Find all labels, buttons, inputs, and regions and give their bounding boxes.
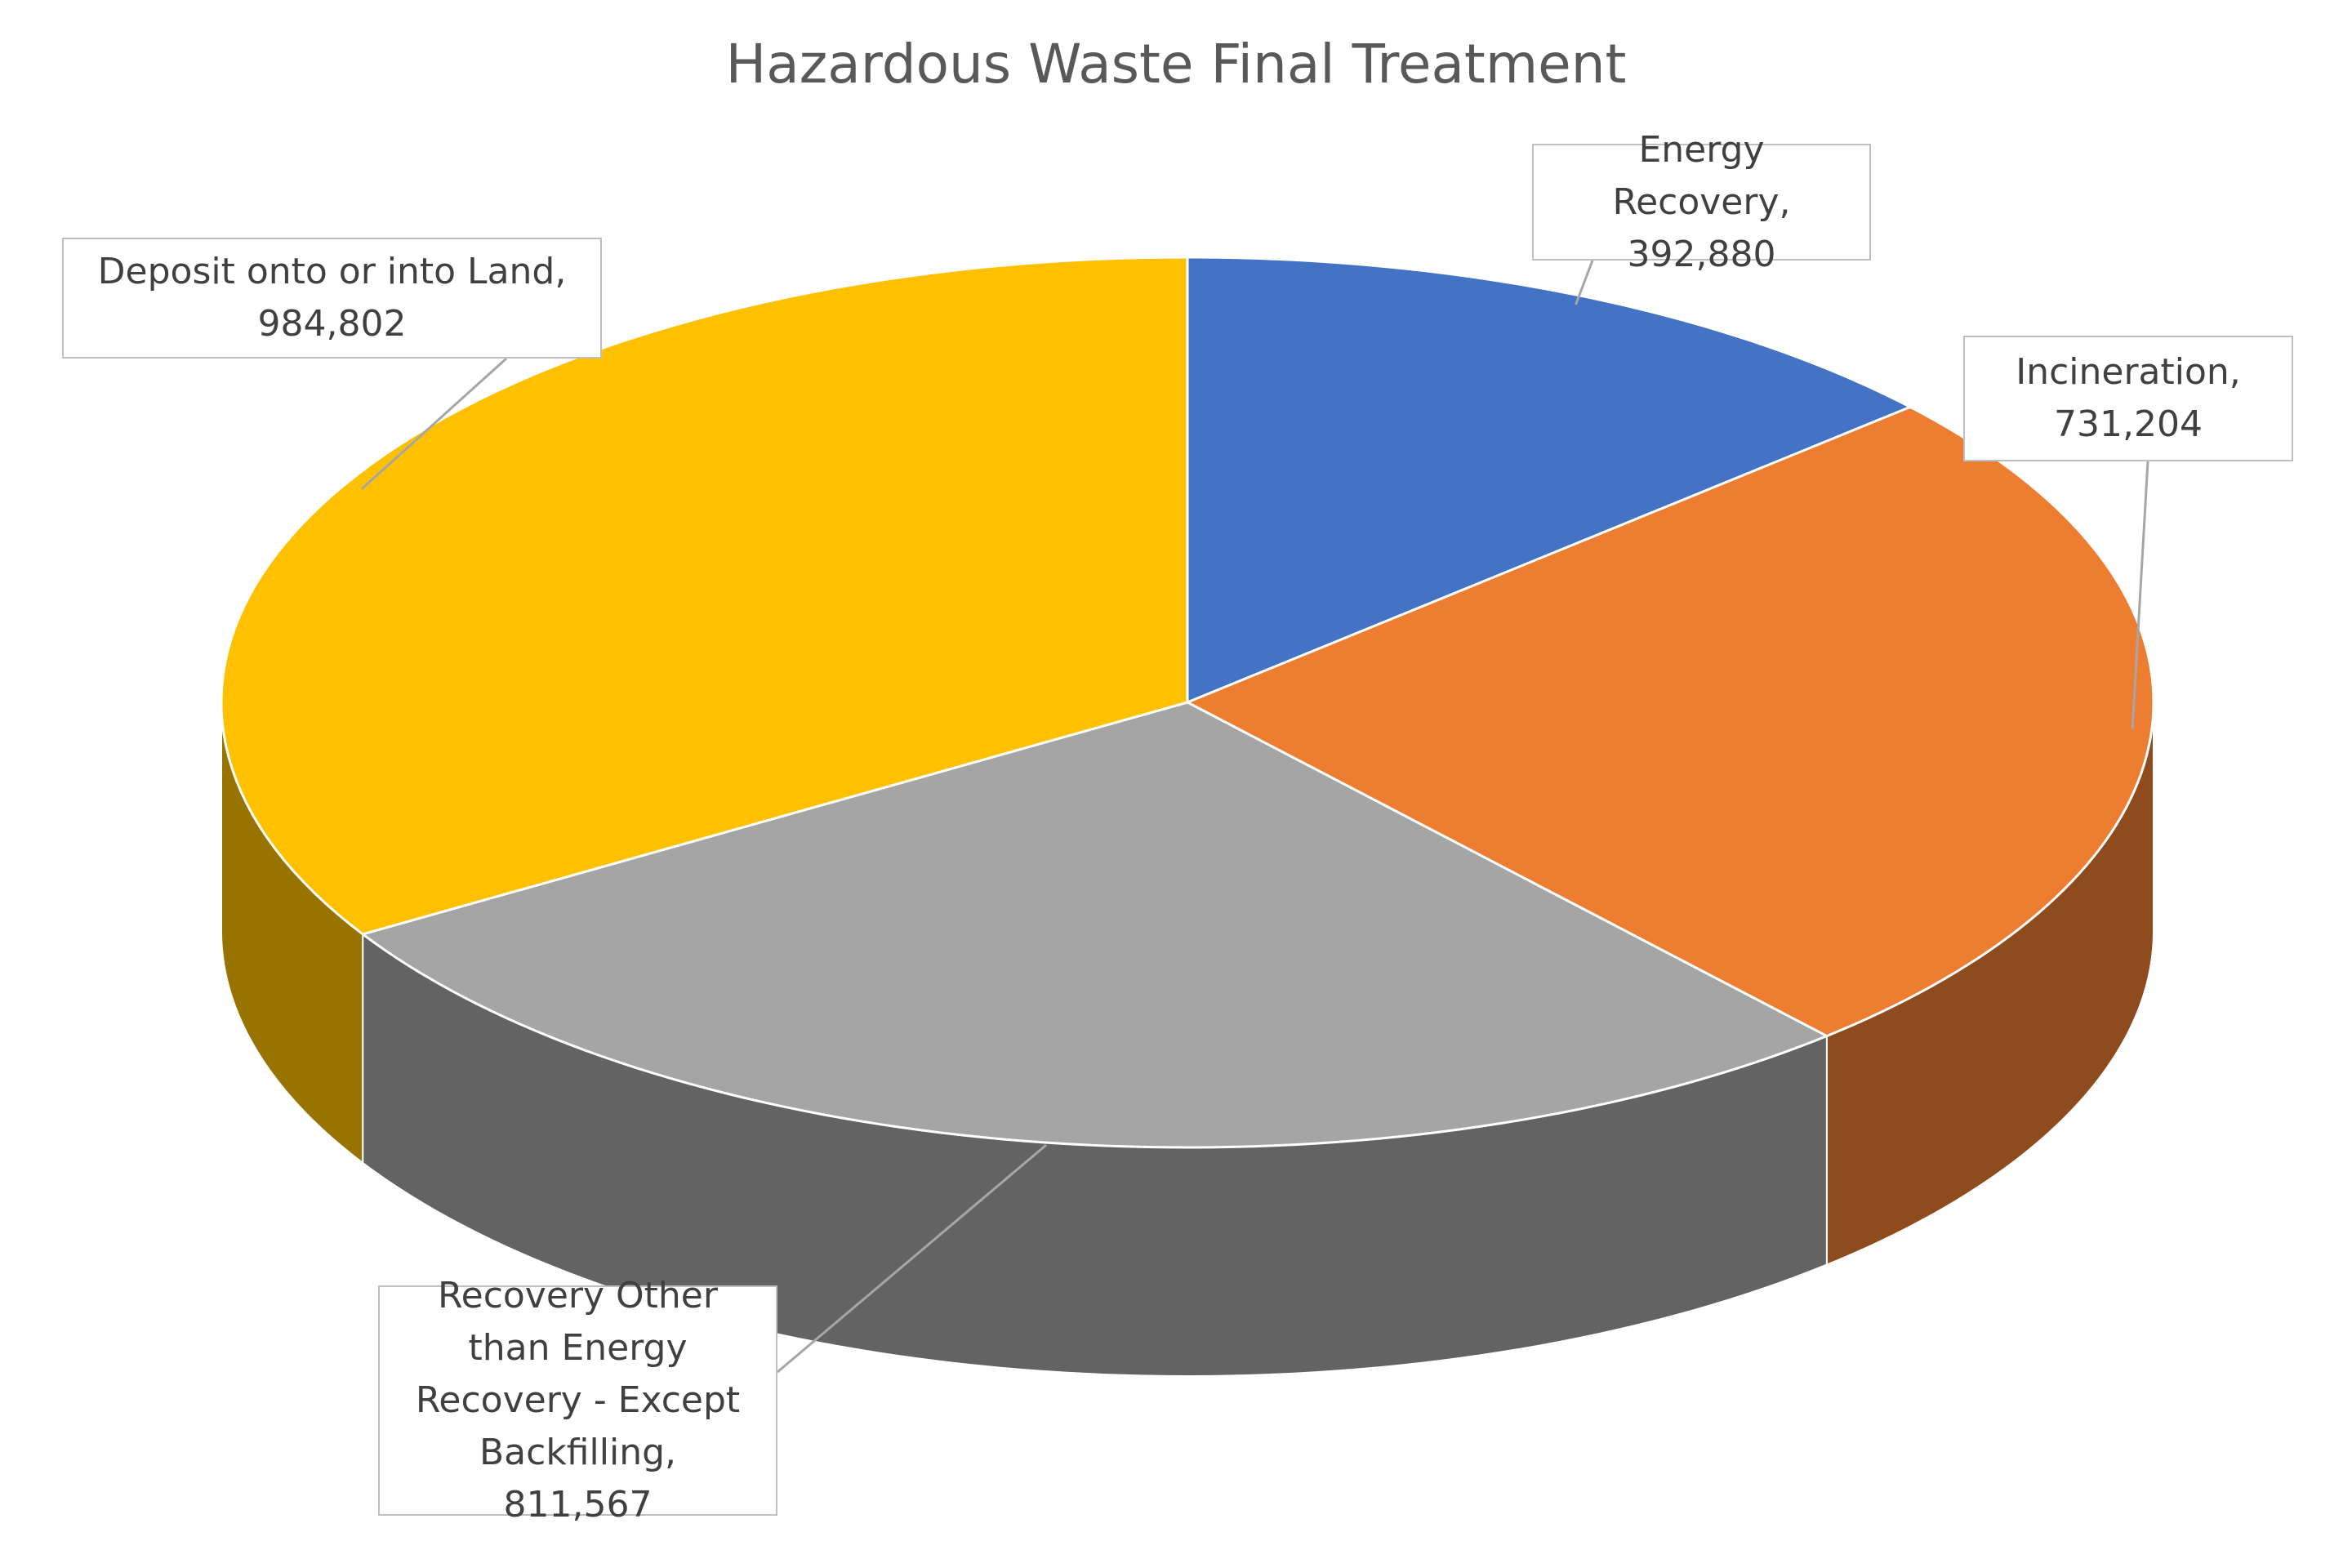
data-label: Recovery Other than Energy Recovery - Ex… xyxy=(378,1275,777,1526)
data-label-text: Recovery Other than Energy Recovery - Ex… xyxy=(393,1270,763,1531)
value-label: 392,880 xyxy=(1627,233,1776,275)
data-label-text: Incineration 731,204 xyxy=(2016,346,2241,451)
value-label: 731,204 xyxy=(2054,403,2203,445)
category-label: Recovery Other than Energy Recovery - Ex… xyxy=(416,1275,740,1473)
data-label-text: Deposit onto or into Land 984,802 xyxy=(98,246,567,350)
chart-title: Hazardous Waste Final Treatment xyxy=(725,33,1627,96)
leader-line xyxy=(777,1143,1047,1374)
category-label: Energy Recovery xyxy=(1612,129,1790,223)
category-label: Incineration xyxy=(2016,351,2241,393)
leader-line xyxy=(360,357,508,490)
pie-slice xyxy=(359,701,1830,1149)
data-label: Deposit onto or into Land 984,802 xyxy=(62,238,602,359)
data-label-text: Energy Recovery 392,880 xyxy=(1547,124,1856,281)
leader-line xyxy=(2131,461,2149,729)
data-label: Energy Recovery 392,880 xyxy=(1532,129,1871,275)
category-label: Deposit onto or into Land xyxy=(98,251,567,292)
pie-slice xyxy=(220,256,1189,936)
value-label: 811,567 xyxy=(503,1484,653,1526)
value-label: 984,802 xyxy=(257,303,407,345)
leader-line xyxy=(1575,260,1594,305)
data-label: Incineration 731,204 xyxy=(1963,336,2293,461)
pie-slice xyxy=(1184,405,2155,1038)
pie-slice xyxy=(1186,256,1913,705)
